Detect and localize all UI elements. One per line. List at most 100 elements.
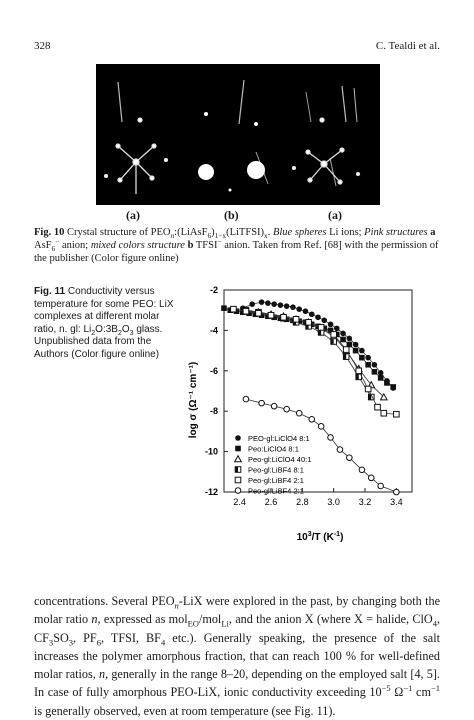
data-point — [283, 303, 290, 309]
data-point — [271, 301, 277, 307]
data-point — [371, 361, 378, 368]
running-header-author: C. Tealdi et al. — [375, 40, 440, 52]
data-point — [358, 466, 366, 474]
y-tick-label: -4 — [210, 325, 218, 335]
data-point — [296, 306, 302, 312]
caption-label: Fig. 10 — [34, 227, 65, 238]
data-point — [330, 331, 337, 338]
data-point — [221, 305, 227, 311]
data-point — [283, 405, 290, 413]
data-point — [242, 307, 250, 315]
data-point — [365, 361, 371, 368]
data-point — [390, 384, 396, 390]
data-point — [365, 354, 371, 361]
data-point — [379, 392, 388, 401]
data-point-fill — [368, 394, 372, 400]
series-4 — [230, 305, 400, 418]
x-tick-label: 3.0 — [327, 497, 340, 507]
data-point — [352, 347, 359, 354]
data-point — [302, 308, 309, 315]
data-point — [242, 395, 250, 403]
data-point — [317, 324, 325, 331]
data-point — [327, 321, 334, 328]
data-point — [374, 403, 381, 411]
data-point — [295, 409, 303, 417]
crystal-structure-image — [96, 64, 380, 205]
data-point — [346, 335, 353, 342]
data-point — [327, 327, 334, 334]
y-tick-label: -10 — [205, 447, 218, 457]
legend-label: Peo-gl:LiClO4 40:1 — [248, 455, 311, 464]
figure11-caption: Fig. 11 Conductivity versus temperature … — [34, 286, 174, 360]
legend-label: Peo-gl:LiBF4 8:1 — [248, 466, 304, 475]
x-tick-label: 3.4 — [390, 497, 403, 507]
data-point — [308, 311, 315, 318]
y-axis-label: log σ (Ω⁻¹ cm⁻¹) — [188, 362, 199, 439]
y-tick-label: -2 — [210, 285, 218, 295]
panel-label: (a) — [126, 208, 140, 222]
data-point — [308, 415, 316, 423]
caption-label: Fig. 11 — [34, 286, 66, 297]
data-point — [334, 325, 340, 332]
legend-label: Peo-gl:LiBF4 2:1 — [248, 487, 304, 496]
data-point — [258, 299, 265, 305]
conductivity-chart: 2.4 2.6 2.8 3.0 3.2 3.4 -2 -4 -6 -8 -10 -12 PEO-gl:… — [180, 282, 420, 549]
data-point — [230, 305, 237, 313]
legend-marker — [233, 454, 243, 463]
data-point — [267, 311, 275, 319]
legend-marker — [235, 435, 241, 441]
figure10-caption: Fig. 10 Crystal structure of PEOn:(LiAsF… — [34, 227, 439, 264]
legend-marker — [235, 445, 241, 452]
data-point — [393, 410, 400, 418]
data-point — [277, 302, 284, 308]
series-5 — [242, 395, 400, 496]
data-point — [371, 369, 378, 375]
data-point — [336, 446, 344, 453]
y-tick-label: -6 — [210, 366, 218, 376]
data-point — [321, 317, 328, 324]
data-point-fill — [355, 374, 359, 380]
data-point — [258, 399, 265, 407]
x-tick-label: 3.2 — [359, 497, 372, 507]
data-point — [346, 341, 353, 348]
page-number: 328 — [34, 40, 51, 52]
panel-label: (b) — [224, 208, 239, 222]
data-point — [342, 346, 350, 353]
body-paragraph: concentrations. Several PEOn-LiX were ex… — [34, 594, 441, 718]
legend-label: Peo:LiClO4 8:1 — [248, 445, 299, 454]
data-point — [367, 474, 375, 482]
y-tick-label: -12 — [205, 487, 218, 497]
legend-marker — [234, 476, 242, 484]
data-point — [315, 314, 321, 321]
data-point — [355, 367, 363, 375]
data-point — [292, 315, 300, 323]
data-point — [249, 301, 255, 307]
data-point — [359, 354, 365, 361]
data-point-fill — [318, 329, 322, 336]
plot-frame — [223, 289, 413, 493]
legend-marker — [234, 487, 242, 494]
data-point — [290, 304, 296, 310]
data-point — [377, 482, 384, 490]
data-point — [255, 309, 262, 317]
data-point — [327, 434, 334, 441]
data-point-fill — [343, 353, 347, 360]
data-point — [393, 488, 400, 496]
x-tick-label: 2.6 — [265, 497, 278, 507]
data-point — [280, 313, 287, 321]
data-point — [340, 336, 346, 343]
data-point — [305, 319, 312, 326]
data-point — [384, 380, 390, 386]
x-tick-label: 2.4 — [233, 497, 246, 507]
data-point — [317, 423, 325, 430]
data-point-fill — [330, 338, 334, 345]
data-point — [340, 330, 346, 337]
x-axis-label: 103/T (K-1) — [297, 531, 344, 543]
data-point — [352, 341, 359, 348]
data-point — [380, 409, 388, 417]
data-point — [270, 402, 278, 410]
legend-label: Peo-gl:LiBF4 2:1 — [248, 476, 304, 485]
data-point — [377, 370, 384, 376]
legend-marker-fill — [235, 466, 238, 473]
legend-label: PEO-gl:LiClO4 8:1 — [248, 434, 310, 443]
